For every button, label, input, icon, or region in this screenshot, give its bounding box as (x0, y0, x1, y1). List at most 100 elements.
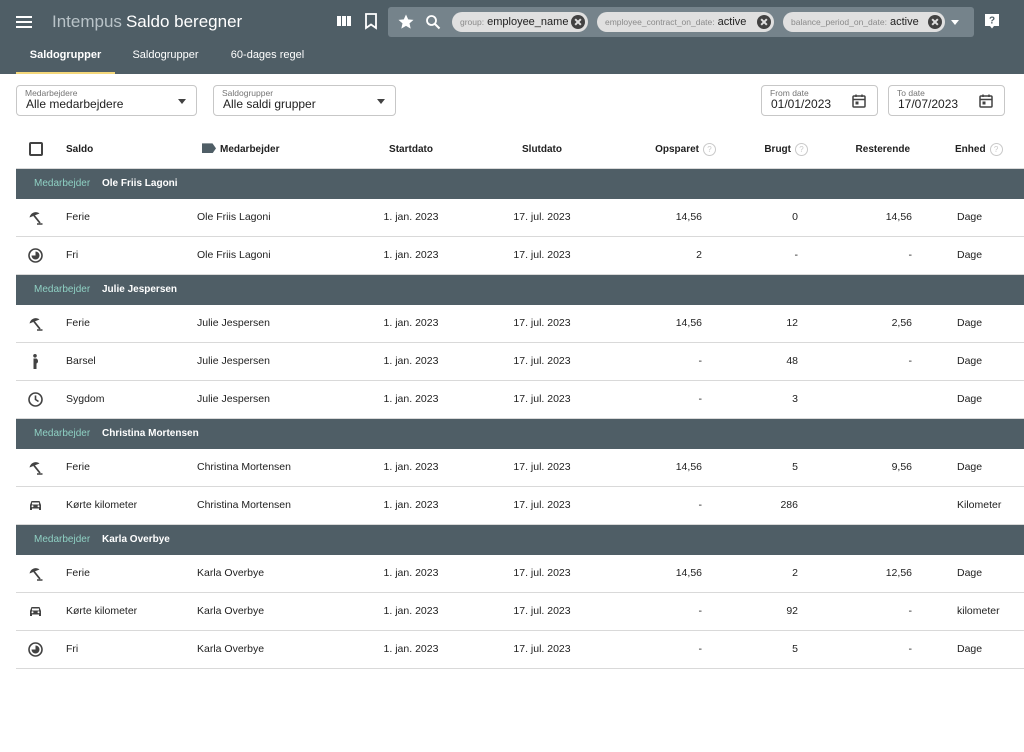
close-icon[interactable] (571, 15, 585, 29)
columns-icon[interactable] (335, 12, 353, 30)
tab-60-dages-regel[interactable]: 60-dages regel (220, 44, 315, 74)
group-name: Christina Mortensen (102, 428, 199, 439)
svg-text:?: ? (989, 16, 995, 27)
cell-remaining: 2,56 (891, 317, 912, 329)
cell-saldo: Ferie (66, 461, 90, 473)
table-row[interactable]: Sygdom Julie Jespersen 1. jan. 2023 17. jul… (16, 381, 1024, 419)
help-icon[interactable]: ? (703, 142, 716, 156)
group-header[interactable]: Medarbejder Karla Overbye (16, 525, 1024, 555)
table-row[interactable]: Ferie Karla Overbye 1. jan. 2023 17. jul. 2… (16, 555, 1024, 593)
header-brugt-label: Brugt (764, 144, 791, 155)
to-date-field[interactable]: To date 17/07/2023 (888, 85, 1005, 116)
table-row[interactable]: Ferie Julie Jespersen 1. jan. 2023 17. jul.… (16, 305, 1024, 343)
cell-saved: - (698, 355, 703, 367)
table-row[interactable]: Kørte kilometer Karla Overbye 1. jan. 2023… (16, 593, 1024, 631)
cell-employee: Julie Jespersen (197, 355, 270, 367)
group-name: Karla Overbye (102, 534, 170, 545)
table-row[interactable]: Fri Ole Friis Lagoni 1. jan. 2023 17. jul. … (16, 237, 1024, 275)
employees-select[interactable]: Medarbejdere Alle medarbejdere (16, 85, 197, 116)
chip-value: active (889, 16, 919, 28)
header-saldo[interactable]: Saldo (66, 144, 94, 155)
table-header: Saldo Medarbejder Startdato Slutdato Ops… (16, 131, 1024, 169)
help-icon[interactable]: ? (983, 12, 1001, 30)
group-header[interactable]: Medarbejder Julie Jespersen (16, 275, 1024, 305)
header-slutdato[interactable]: Slutdato (522, 144, 562, 155)
table-row[interactable]: Kørte kilometer Christina Mortensen 1. jan… (16, 487, 1024, 525)
tab-saldogrupper[interactable]: Saldogrupper (118, 44, 213, 74)
cell-start: 1. jan. 2023 (383, 605, 439, 617)
cell-used: 3 (792, 393, 798, 405)
cell-used: 0 (792, 211, 798, 223)
cell-employee: Karla Overbye (197, 643, 265, 655)
dropdown-icon[interactable] (951, 20, 959, 25)
group-header[interactable]: Medarbejder Ole Friis Lagoni (16, 169, 1024, 199)
cell-unit: Dage (957, 567, 983, 579)
pregnant-icon (33, 354, 38, 369)
cell-saved: 14,56 (675, 211, 702, 223)
field-value: Alle saldi grupper (223, 97, 316, 111)
cell-saldo: Kørte kilometer (66, 605, 138, 617)
cell-used: 2 (792, 567, 798, 579)
filter-chip-balance-period[interactable]: balance_period_on_date: active (783, 12, 945, 32)
help-icon[interactable]: ? (989, 142, 1003, 156)
cell-employee: Julie Jespersen (197, 317, 270, 329)
cell-start: 1. jan. 2023 (383, 461, 439, 473)
cell-saved: 14,56 (675, 567, 702, 579)
cell-end: 17. jul. 2023 (513, 355, 571, 367)
table-row[interactable]: Fri Karla Overbye 1. jan. 2023 17. jul. 202… (16, 631, 1024, 669)
group-label: Medarbejder (34, 428, 91, 439)
cell-saved: 2 (696, 249, 702, 261)
beach-umbrella-icon (29, 212, 43, 225)
cell-saldo: Fri (66, 643, 79, 655)
cell-employee: Ole Friis Lagoni (197, 211, 271, 223)
group-header[interactable]: Medarbejder Christina Mortensen (16, 419, 1024, 449)
app-bar: Intempus Saldo beregner group: employee_na… (0, 0, 1024, 74)
help-icon[interactable]: ? (795, 142, 808, 156)
search-bar[interactable]: group: employee_name employee_contract_on… (388, 7, 974, 37)
header-brugt[interactable]: Brugt? (706, 131, 808, 169)
table-row[interactable]: Ferie Ole Friis Lagoni 1. jan. 2023 17. jul… (16, 199, 1024, 237)
filter-chip-group[interactable]: group: employee_name (452, 12, 588, 32)
search-icon[interactable] (425, 14, 441, 30)
chip-key: group: (460, 17, 485, 27)
cell-remaining: - (908, 355, 913, 367)
calendar-icon[interactable] (851, 93, 867, 109)
tab-label: Saldogrupper (29, 49, 102, 61)
table-row[interactable]: Barsel Julie Jespersen 1. jan. 2023 17. jul… (16, 343, 1024, 381)
filter-chip-employee-contract[interactable]: employee_contract_on_date: active (597, 12, 774, 32)
header-resterende[interactable]: Resterende (855, 144, 910, 155)
tab-indicator (16, 72, 115, 74)
close-icon[interactable] (757, 15, 771, 29)
chip-key: employee_contract_on_date: (605, 17, 715, 27)
header-startdato[interactable]: Startdato (389, 144, 433, 155)
close-icon[interactable] (928, 15, 942, 29)
cell-employee: Karla Overbye (197, 567, 265, 579)
group-name: Ole Friis Lagoni (102, 178, 178, 189)
field-value: 17/07/2023 (898, 97, 959, 111)
group-label: Medarbejder (34, 284, 91, 295)
cell-end: 17. jul. 2023 (513, 643, 571, 655)
header-enhed[interactable]: Enhed? (955, 131, 1003, 169)
chevron-down-icon (377, 99, 385, 104)
cell-saldo: Kørte kilometer (66, 499, 138, 511)
car-icon (30, 501, 41, 510)
star-icon[interactable] (397, 13, 415, 31)
table-row[interactable]: Ferie Christina Mortensen 1. jan. 2023 17. … (16, 449, 1024, 487)
chevron-down-icon (178, 99, 186, 104)
select-all-checkbox[interactable] (29, 142, 43, 156)
chip-key: balance_period_on_date: (791, 17, 887, 27)
field-label: To date (897, 88, 925, 98)
from-date-field[interactable]: From date 01/01/2023 (761, 85, 878, 116)
tab-saldogrupper-active[interactable]: Saldogrupper (16, 44, 115, 74)
header-medarbejder[interactable]: Medarbejder (202, 131, 279, 169)
table-body: Medarbejder Ole Friis Lagoni Ferie Ole Frii… (16, 169, 1024, 669)
calendar-icon[interactable] (978, 93, 994, 109)
cell-saved: - (698, 393, 703, 405)
cell-employee: Ole Friis Lagoni (197, 249, 271, 261)
saldogrupper-select[interactable]: Saldogrupper Alle saldi grupper (213, 85, 396, 116)
header-opsparet[interactable]: Opsparet? (616, 131, 716, 169)
cell-end: 17. jul. 2023 (513, 461, 571, 473)
car-icon (30, 607, 41, 616)
menu-icon[interactable] (16, 13, 34, 31)
bookmark-icon[interactable] (362, 12, 380, 30)
